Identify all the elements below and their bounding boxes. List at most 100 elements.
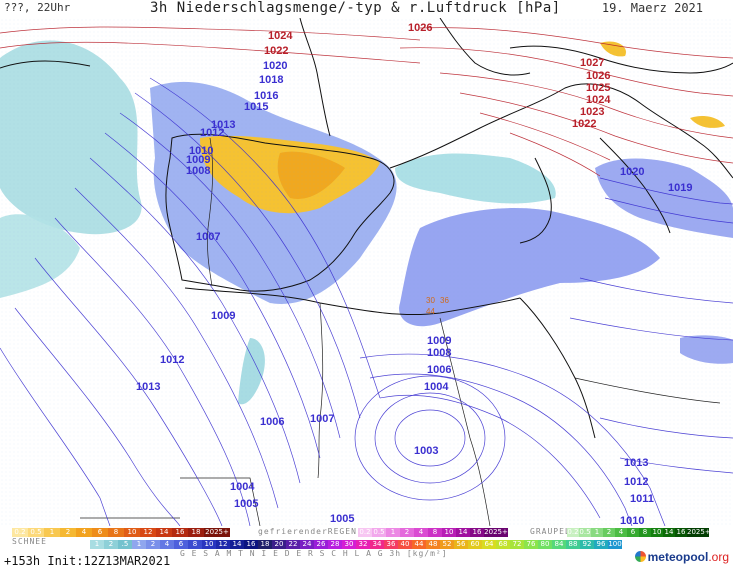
legend-swatch: 0.5 [372,528,386,537]
legend-swatch: 1 [90,540,104,549]
isobar-label: 1009 [427,335,451,347]
isobar-label: 1011 [630,493,654,505]
legend-swatch: 1 [591,528,603,537]
isobars-blue [0,77,733,526]
isobar-labels-blue: 1020 1018 1016 1015 1013 1012 1010 1009 … [136,60,692,526]
legend-swatch: 1 [386,528,400,537]
legend-swatch: 16 [172,528,188,537]
legend-swatch: 2025+ [687,528,711,537]
legend-swatch: 12 [140,528,156,537]
precip-value: 44 [426,307,435,316]
legend-swatch: 2025+ [204,528,230,537]
legend-swatch: 84 [552,540,566,549]
legend-swatch: 96 [594,540,608,549]
isobar-label: 1025 [586,82,610,94]
legend-swatch: 30 [342,540,356,549]
legend-swatch: 0.2 [567,528,579,537]
isobar-label: 1006 [260,416,284,428]
legend-swatch: 4 [615,528,627,537]
coastlines [0,18,733,439]
isobar-label: 1004 [230,481,255,493]
legend-swatch: 2 [146,540,160,549]
snow-legend-label: SCHNEE [12,537,47,546]
isobar-label: 1027 [580,57,604,69]
legend-swatch: .5 [118,540,132,549]
legend-footer: 0.2 0.5 1 2 4 6 8 10 12 14 16 18 2025+ SCHNEE gefrie… [0,526,733,568]
legend-swatch: 16 [244,540,258,549]
precipitation-layer [0,18,733,526]
legend-swatch: 14 [663,528,675,537]
isobar-label: 1009 [211,310,235,322]
legend-swatch: 48 [426,540,440,549]
legend-swatch: 22 [286,540,300,549]
isobar-label: 1016 [254,90,278,102]
precip-value: 30 [426,296,435,305]
legend-swatch: 64 [482,540,496,549]
isobar-label: 1026 [408,22,432,34]
legend-swatch: 10 [442,528,456,537]
legend-swatch: 0.5 [28,528,44,537]
precip-value: 36 [440,296,449,305]
legend-swatch: 20 [272,540,286,549]
isobar-label: 1003 [414,445,438,457]
valid-time-label: ???, 22Uhr [4,1,71,14]
isobar-label: 1013 [624,457,648,469]
isobar-label: 1024 [586,94,611,106]
graupel-legend: 0.2 0.5 1 2 4 6 8 10 14 16 2025+ [567,528,711,537]
isobar-label: 1013 [211,119,235,131]
legend-swatch: 26 [314,540,328,549]
legend-swatch: 14 [230,540,244,549]
legend-swatch: 0.5 [579,528,591,537]
isobar-label: 1005 [234,498,258,510]
isobar-label: 1008 [186,165,210,177]
isobar-label: 1020 [620,166,644,178]
freezing-rain-legend-label: gefrierenderREGEN [258,527,357,536]
legend-swatch: 0.2 [12,528,28,537]
isobar-label: 1018 [259,74,283,86]
legend-swatch: 16 [470,528,484,537]
meteopool-logo[interactable]: meteopool.org [634,550,729,564]
legend-swatch: 60 [468,540,482,549]
legend-swatch: 88 [566,540,580,549]
legend-swatch: 4 [76,528,92,537]
isobar-label: 1020 [263,60,287,72]
isobar-label: 1007 [310,413,334,425]
isobar-label: 1006 [427,364,451,376]
isobar-label: 1022 [572,118,596,130]
legend-swatch: 1 [44,528,60,537]
legend-swatch: 76 [524,540,538,549]
legend-swatch: 2 [104,540,118,549]
legend-swatch: 4 [414,528,428,537]
logo-icon [634,551,646,562]
legend-swatch: 6 [627,528,639,537]
graupel-legend-label: GRAUPEL [530,527,571,536]
legend-swatch: 18 [188,528,204,537]
legend-swatch: 8 [639,528,651,537]
legend-swatch: 12 [216,540,230,549]
init-time-label: +153h Init:12Z13MAR2021 [4,554,171,568]
legend-swatch: 56 [454,540,468,549]
country-borders [80,137,721,526]
legend-swatch: 2 [60,528,76,537]
precip-value-labels: 30 36 44 [426,296,449,316]
legend-swatch: 36 [384,540,398,549]
legend-swatch: 72 [510,540,524,549]
map-title: 3h Niederschlagsmenge/-typ & r.Luftdruck… [150,0,561,16]
isobar-label: 1009 [186,154,210,166]
legend-swatch: 14 [156,528,172,537]
legend-swatch: 68 [496,540,510,549]
isobar-label: 1004 [424,381,449,393]
legend-swatch: 16 [675,528,687,537]
legend-swatch: 2 [603,528,615,537]
isobar-label: 1012 [200,127,224,139]
legend-swatch: 32 [356,540,370,549]
legend-swatch: 10 [202,540,216,549]
isobar-label: 1012 [624,476,648,488]
legend-swatch: 24 [300,540,314,549]
total-precip-legend: 1 2.5 1 2 4 6 8 10 12 14 16 18 20 22 24 26 28 30 32 34 36 40 4… [90,540,622,549]
snow-legend: 0.2 0.5 1 2 4 6 8 10 12 14 16 18 2025+ [12,528,230,537]
isobar-labels-red: 1026 1024 1022 1027 1026 1025 1024 1023 … [264,22,611,130]
isobar-label: 1012 [160,354,184,366]
isobar-label: 1013 [136,381,160,393]
logo-text: meteopool [647,550,709,564]
